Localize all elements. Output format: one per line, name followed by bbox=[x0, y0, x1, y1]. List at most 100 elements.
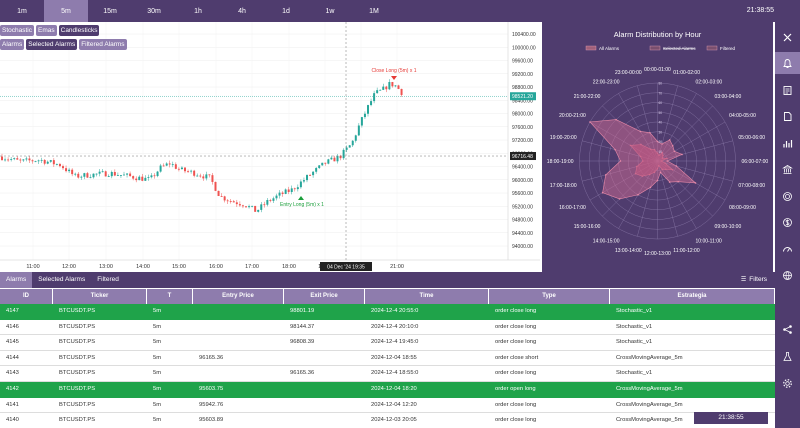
candle-body[interactable] bbox=[1, 156, 3, 161]
candle-body[interactable] bbox=[13, 158, 16, 160]
filtered-series-point[interactable] bbox=[641, 175, 644, 177]
filtered-series-point[interactable] bbox=[660, 160, 663, 162]
candle-body[interactable] bbox=[327, 159, 330, 164]
candle-body[interactable] bbox=[275, 195, 278, 199]
candle-body[interactable] bbox=[293, 188, 296, 190]
tab-filtered[interactable]: Filtered bbox=[97, 276, 119, 283]
candle-body[interactable] bbox=[162, 165, 165, 167]
candle-body[interactable] bbox=[37, 160, 40, 162]
all-alarms-series-point[interactable] bbox=[615, 118, 617, 121]
all-alarms-series-point[interactable] bbox=[656, 140, 659, 143]
candle-body[interactable] bbox=[4, 159, 7, 161]
timeframe-5m-button[interactable]: 5m bbox=[44, 0, 88, 22]
all-alarms-series-point[interactable] bbox=[656, 179, 659, 182]
bell-button[interactable] bbox=[775, 52, 800, 74]
settings-button[interactable] bbox=[775, 372, 800, 394]
candle-body[interactable] bbox=[101, 171, 104, 173]
filtered-series-point[interactable] bbox=[671, 168, 674, 171]
candle-body[interactable] bbox=[95, 173, 98, 175]
candle-body[interactable] bbox=[202, 176, 205, 179]
candle-body[interactable] bbox=[357, 125, 360, 136]
candle-body[interactable] bbox=[290, 188, 293, 192]
legend-label[interactable]: Selected Alarms bbox=[663, 46, 696, 51]
candle-body[interactable] bbox=[168, 163, 171, 165]
candle-body[interactable] bbox=[177, 168, 180, 170]
candle-body[interactable] bbox=[77, 173, 80, 178]
candle-body[interactable] bbox=[363, 113, 366, 118]
candle-body[interactable] bbox=[65, 168, 68, 172]
candle-body[interactable] bbox=[263, 204, 266, 206]
candle-body[interactable] bbox=[394, 85, 397, 87]
candle-body[interactable] bbox=[165, 163, 168, 166]
candle-body[interactable] bbox=[150, 175, 153, 178]
candle-body[interactable] bbox=[251, 205, 254, 207]
all-alarms-series-point[interactable] bbox=[694, 182, 697, 184]
candle-body[interactable] bbox=[171, 164, 174, 166]
target-button[interactable] bbox=[775, 185, 800, 207]
candle-body[interactable] bbox=[238, 204, 241, 206]
table-row[interactable]: 4140 BTCUSDT.PS 5m 95603.89 2024-12-03 20:05… bbox=[0, 413, 775, 428]
all-alarms-series-point[interactable] bbox=[661, 143, 663, 145]
candle-body[interactable] bbox=[376, 90, 379, 94]
filtered-series-point[interactable] bbox=[648, 173, 651, 176]
candle-body[interactable] bbox=[379, 89, 382, 91]
candle-body[interactable] bbox=[257, 209, 260, 212]
candle-body[interactable] bbox=[174, 164, 177, 169]
candle-body[interactable] bbox=[223, 196, 226, 201]
filtered-series-point[interactable] bbox=[657, 164, 660, 167]
candle-body[interactable] bbox=[74, 173, 77, 175]
all-alarms-series-point[interactable] bbox=[604, 174, 607, 176]
filtered-series-point[interactable] bbox=[666, 157, 668, 160]
gauge-button[interactable] bbox=[775, 238, 800, 260]
filtered-series-point[interactable] bbox=[653, 148, 656, 151]
column-header-t[interactable]: T bbox=[147, 289, 193, 304]
candle-body[interactable] bbox=[220, 196, 223, 197]
dollar-button[interactable] bbox=[775, 211, 800, 233]
candle-body[interactable] bbox=[232, 201, 235, 203]
candle-body[interactable] bbox=[226, 200, 229, 202]
column-header-exit-price[interactable]: Exit Price bbox=[284, 289, 365, 304]
candle-body[interactable] bbox=[278, 192, 281, 196]
candle-body[interactable] bbox=[306, 175, 308, 181]
all-alarms-series-point[interactable] bbox=[666, 160, 669, 162]
filtered-series-point[interactable] bbox=[662, 154, 664, 157]
candle-body[interactable] bbox=[129, 173, 132, 177]
candle-body[interactable] bbox=[254, 205, 257, 212]
candle-body[interactable] bbox=[342, 149, 345, 159]
candle-body[interactable] bbox=[370, 101, 373, 106]
candle-body[interactable] bbox=[62, 166, 64, 169]
candlestick-chart[interactable]: 100400.00 100000.00 99600.00 99200.00 98800.… bbox=[0, 22, 540, 272]
filtered-series-point[interactable] bbox=[656, 152, 659, 154]
candle-body[interactable] bbox=[159, 165, 162, 172]
indicator-candlesticks-toggle[interactable]: Candlesticks bbox=[58, 25, 100, 36]
candle-body[interactable] bbox=[351, 140, 354, 146]
tab-selected-alarms[interactable]: Selected Alarms bbox=[38, 276, 86, 283]
filtered-series-point[interactable] bbox=[649, 148, 652, 150]
table-row[interactable]: 4146 BTCUSDT.PS 5m 98144.37 2024-12-4 20:10:… bbox=[0, 320, 775, 336]
candle-body[interactable] bbox=[345, 147, 348, 150]
candle-body[interactable] bbox=[235, 202, 238, 205]
notes-button[interactable] bbox=[775, 79, 800, 101]
candle-body[interactable] bbox=[324, 162, 327, 164]
candle-body[interactable] bbox=[373, 93, 376, 102]
candle-body[interactable] bbox=[71, 169, 74, 175]
filtered-series-point[interactable] bbox=[642, 160, 644, 162]
candle-body[interactable] bbox=[10, 159, 13, 160]
legend-swatch[interactable] bbox=[585, 45, 597, 51]
candle-body[interactable] bbox=[156, 171, 159, 177]
candle-body[interactable] bbox=[126, 173, 129, 175]
candle-body[interactable] bbox=[83, 173, 86, 177]
candle-body[interactable] bbox=[208, 174, 211, 176]
column-header-type[interactable]: Type bbox=[489, 289, 610, 304]
candle-body[interactable] bbox=[110, 171, 113, 177]
candle-body[interactable] bbox=[382, 86, 385, 90]
candle-body[interactable] bbox=[321, 162, 324, 166]
column-header-estrategia[interactable]: Estrategia bbox=[610, 289, 775, 304]
filtered-series-point[interactable] bbox=[661, 157, 664, 159]
candle-body[interactable] bbox=[367, 105, 369, 114]
candle-body[interactable] bbox=[287, 189, 290, 192]
bar-chart-button[interactable] bbox=[775, 132, 800, 154]
share-button[interactable] bbox=[775, 318, 800, 340]
all-alarms-series-point[interactable] bbox=[589, 121, 591, 123]
table-row[interactable]: 4143 BTCUSDT.PS 5m 96165.36 2024-12-4 18:55:… bbox=[0, 366, 775, 382]
